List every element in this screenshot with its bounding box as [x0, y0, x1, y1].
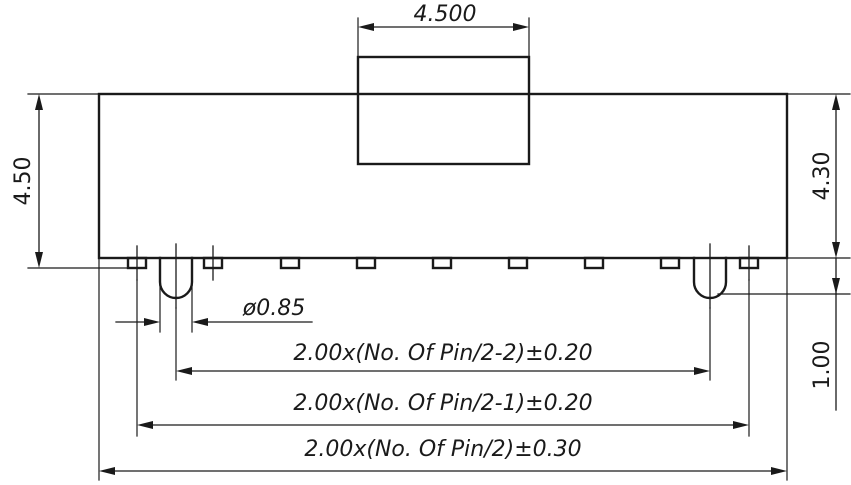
dimension-left-height: 4.50 — [11, 93, 129, 269]
pad — [507, 256, 529, 270]
connector-body — [97, 55, 789, 260]
dimension-hole-diameter: ø0.85 — [115, 281, 313, 333]
bottom-features — [126, 243, 760, 309]
dim-label-span-middle: 2.00x(No. Of Pin/2-1)±0.20 — [293, 391, 592, 416]
dim-label-right-height: 4.30 — [810, 152, 835, 201]
top-boss-outline — [356, 55, 531, 166]
dim-label-left-height: 4.50 — [11, 157, 36, 206]
dimension-top-width: 4.500 — [357, 2, 530, 58]
dimension-pin-offset: 1.00 — [717, 257, 851, 411]
dimension-span-inner: 2.00x(No. Of Pin/2-2)±0.20 — [176, 341, 710, 375]
dim-label-span-inner: 2.00x(No. Of Pin/2-2)±0.20 — [293, 341, 592, 366]
dim-label-span-outer: 2.00x(No. Of Pin/2)±0.30 — [304, 437, 581, 462]
dim-label-pin-offset: 1.00 — [810, 341, 835, 390]
pad — [355, 256, 377, 270]
dim-label-hole-diameter: ø0.85 — [242, 296, 305, 321]
dimension-span-outer: 2.00x(No. Of Pin/2)±0.30 — [99, 437, 787, 475]
pad — [583, 256, 605, 270]
housing-outline — [97, 92, 789, 260]
pad — [659, 256, 681, 270]
pad — [431, 256, 453, 270]
dim-label-top-width: 4.500 — [414, 2, 477, 27]
pad — [279, 256, 301, 270]
dimension-span-middle: 2.00x(No. Of Pin/2-1)±0.20 — [137, 391, 749, 429]
span-extension-lines — [98, 257, 788, 481]
dimension-right-height: 4.30 — [757, 93, 851, 259]
